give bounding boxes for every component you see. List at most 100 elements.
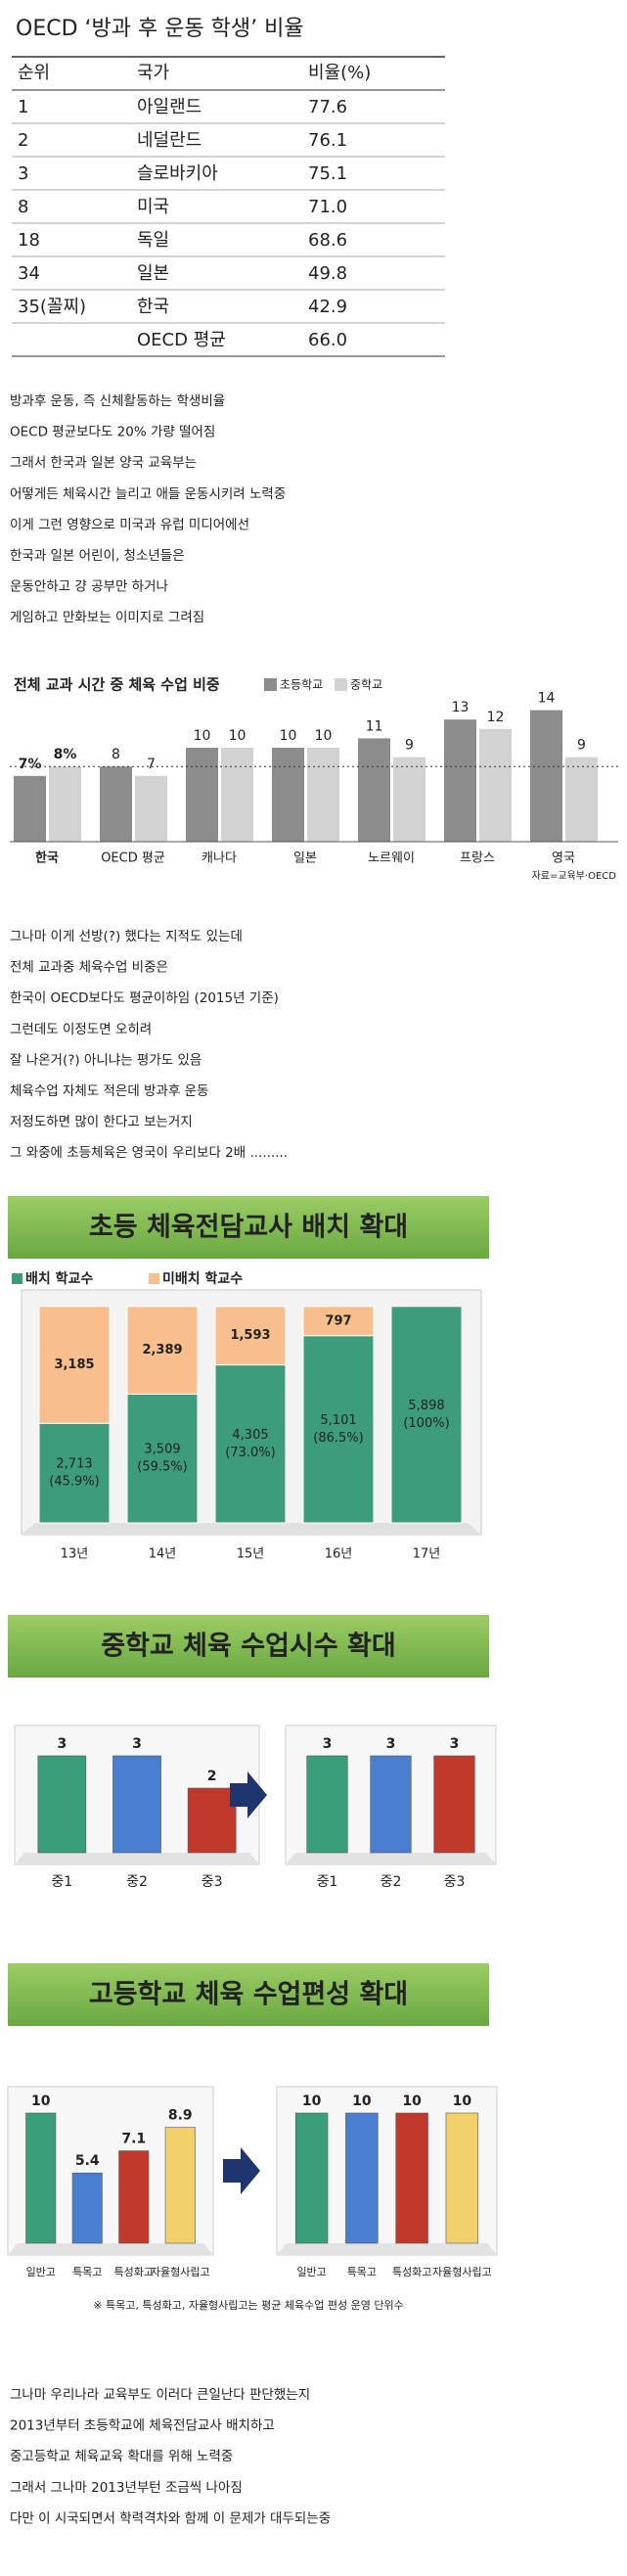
paragraph-line: 운동안하고 걍 공부만 하거나 [10, 579, 168, 595]
value-label: 7 [147, 757, 156, 772]
bar [307, 748, 339, 842]
bar [221, 748, 253, 842]
paragraph-line: 전체 교과중 체육수업 비중은 [10, 960, 168, 976]
table-cell: 일본 [137, 263, 169, 284]
value-label: 10 [31, 2093, 51, 2109]
bar [164, 2127, 196, 2244]
value-label: 8.9 [168, 2108, 193, 2124]
bar [565, 757, 598, 842]
paragraph-line: 2013년부터 초등학교에 체육전담교사 배치하고 [10, 2418, 275, 2434]
paragraph-line: 그래서 그나마 2013년부턴 조금씩 나아짐 [10, 2480, 243, 2496]
table-header: 국가 [137, 63, 169, 83]
paragraph-line: 그나마 우리나라 교육부도 이러다 큰일난다 판단했는지 [10, 2387, 310, 2403]
paragraph-line: 잘 나온거(?) 아니냐는 평가도 있음 [10, 1052, 202, 1068]
paragraph-line: 그나마 이게 선방(?) 했다는 지적도 있는데 [10, 929, 243, 944]
value-label: 10 [280, 728, 297, 744]
paragraph-line: 체육수업 자체도 적은데 방과후 운동 [10, 1083, 208, 1099]
value-label: 3,509 [144, 1443, 180, 1457]
value-label: 10 [402, 2093, 422, 2109]
category-label: 일반고 [296, 2265, 326, 2278]
table-header: 순위 [18, 63, 50, 83]
legend-label: 배치 학교수 [25, 1271, 93, 1287]
category-label: 영국 [552, 851, 575, 866]
table-cell: 35(꼴찌) [18, 297, 86, 317]
category-label: 16년 [325, 1547, 353, 1562]
bar [530, 710, 562, 842]
legend-swatch [12, 1273, 22, 1284]
table-cell: 한국 [137, 297, 169, 317]
value-label: 10 [453, 2093, 472, 2109]
paragraph-line: 한국과 일본 어린이, 청소년들은 [10, 548, 185, 564]
table-cell: 2 [18, 130, 28, 151]
value-label: 10 [315, 728, 333, 744]
value-label: 9 [405, 738, 414, 754]
bar [187, 1787, 237, 1854]
paragraph-line: 한국이 OECD보다도 평균이하임 (2015년 기준) [10, 990, 279, 1006]
value-label: 3 [323, 1736, 333, 1752]
value-label: 10 [302, 2093, 322, 2109]
paragraph-line: 중고등학교 체육교육 확대를 위해 노력중 [10, 2449, 233, 2464]
bar-segment [302, 1335, 375, 1524]
legend-label: 미배치 학교수 [162, 1271, 243, 1287]
bar [445, 2112, 479, 2244]
table-cell: 3 [18, 163, 28, 184]
value-label: 2,389 [142, 1343, 182, 1357]
table-cell: 아일랜드 [137, 97, 202, 117]
category-label: 중2 [381, 1874, 402, 1890]
value-label: 4,305 [232, 1428, 268, 1443]
paragraph-line: 다만 이 시국되면서 학력격차와 함께 이 문제가 대두되는중 [10, 2510, 331, 2526]
value-label: 5,898 [408, 1399, 444, 1413]
bar [433, 1755, 475, 1854]
legend-swatch [149, 1273, 159, 1284]
table-cell: 미국 [137, 197, 169, 217]
table-cell: OECD 평균 [137, 330, 226, 350]
bar [112, 1755, 161, 1854]
value-label: 8% [54, 747, 77, 762]
bar [100, 766, 132, 842]
bar-segment [126, 1306, 199, 1395]
bar [186, 748, 218, 842]
value-label: 7% [19, 757, 42, 772]
paragraph-line: OECD 평균보다도 20% 가량 떨어짐 [10, 425, 215, 440]
bar [395, 2112, 428, 2244]
bar [37, 1755, 87, 1854]
table-cell: 49.8 [308, 263, 347, 284]
value-label: 9 [577, 738, 586, 754]
chart-title: 전체 교과 시간 중 체육 수업 비중 [14, 676, 220, 694]
banner [8, 1196, 489, 1259]
value-label: 8 [112, 747, 120, 762]
category-label: 특성화고 [392, 2266, 431, 2278]
value-label: 10 [229, 728, 246, 744]
bar [294, 2112, 329, 2244]
bar [49, 766, 81, 842]
table-cell: 71.0 [308, 197, 347, 217]
value-label: 5,101 [320, 1413, 356, 1428]
paragraph-line: 저정도하면 많이 한다고 보는거지 [10, 1115, 193, 1130]
value-label: 2,713 [56, 1457, 92, 1472]
bar [14, 775, 46, 842]
paragraph-line: 그런데도 이정도면 오히려 [10, 1022, 152, 1037]
panel-floor [8, 2243, 213, 2255]
value-label: 797 [325, 1313, 351, 1328]
bar-segment [390, 1306, 463, 1524]
value-label: 10 [194, 728, 211, 744]
table-cell: 8 [18, 197, 28, 217]
bar-segment [214, 1364, 287, 1524]
share-label: (45.9%) [49, 1475, 99, 1490]
paragraph-line: 어떻게든 체육시간 늘리고 애들 운동시키려 노력중 [10, 486, 286, 502]
table-cell: 76.1 [308, 130, 347, 151]
category-label: 특성화고 [114, 2266, 154, 2278]
banner-title: 고등학교 체육 수업편성 확대 [89, 1980, 408, 2010]
category-label: 특목고 [347, 2266, 377, 2278]
table-header: 비율(%) [308, 63, 371, 83]
banner [8, 1615, 489, 1678]
share-label: (100%) [403, 1416, 449, 1431]
table-cell: 75.1 [308, 163, 347, 184]
bar [71, 2172, 103, 2244]
table-cell: 독일 [137, 230, 169, 251]
bar-segment [38, 1306, 111, 1424]
paragraph-line: 그 와중에 초등체육은 영국이 우리보다 2배 ......... [10, 1145, 288, 1161]
value-label: 1,593 [230, 1328, 270, 1343]
